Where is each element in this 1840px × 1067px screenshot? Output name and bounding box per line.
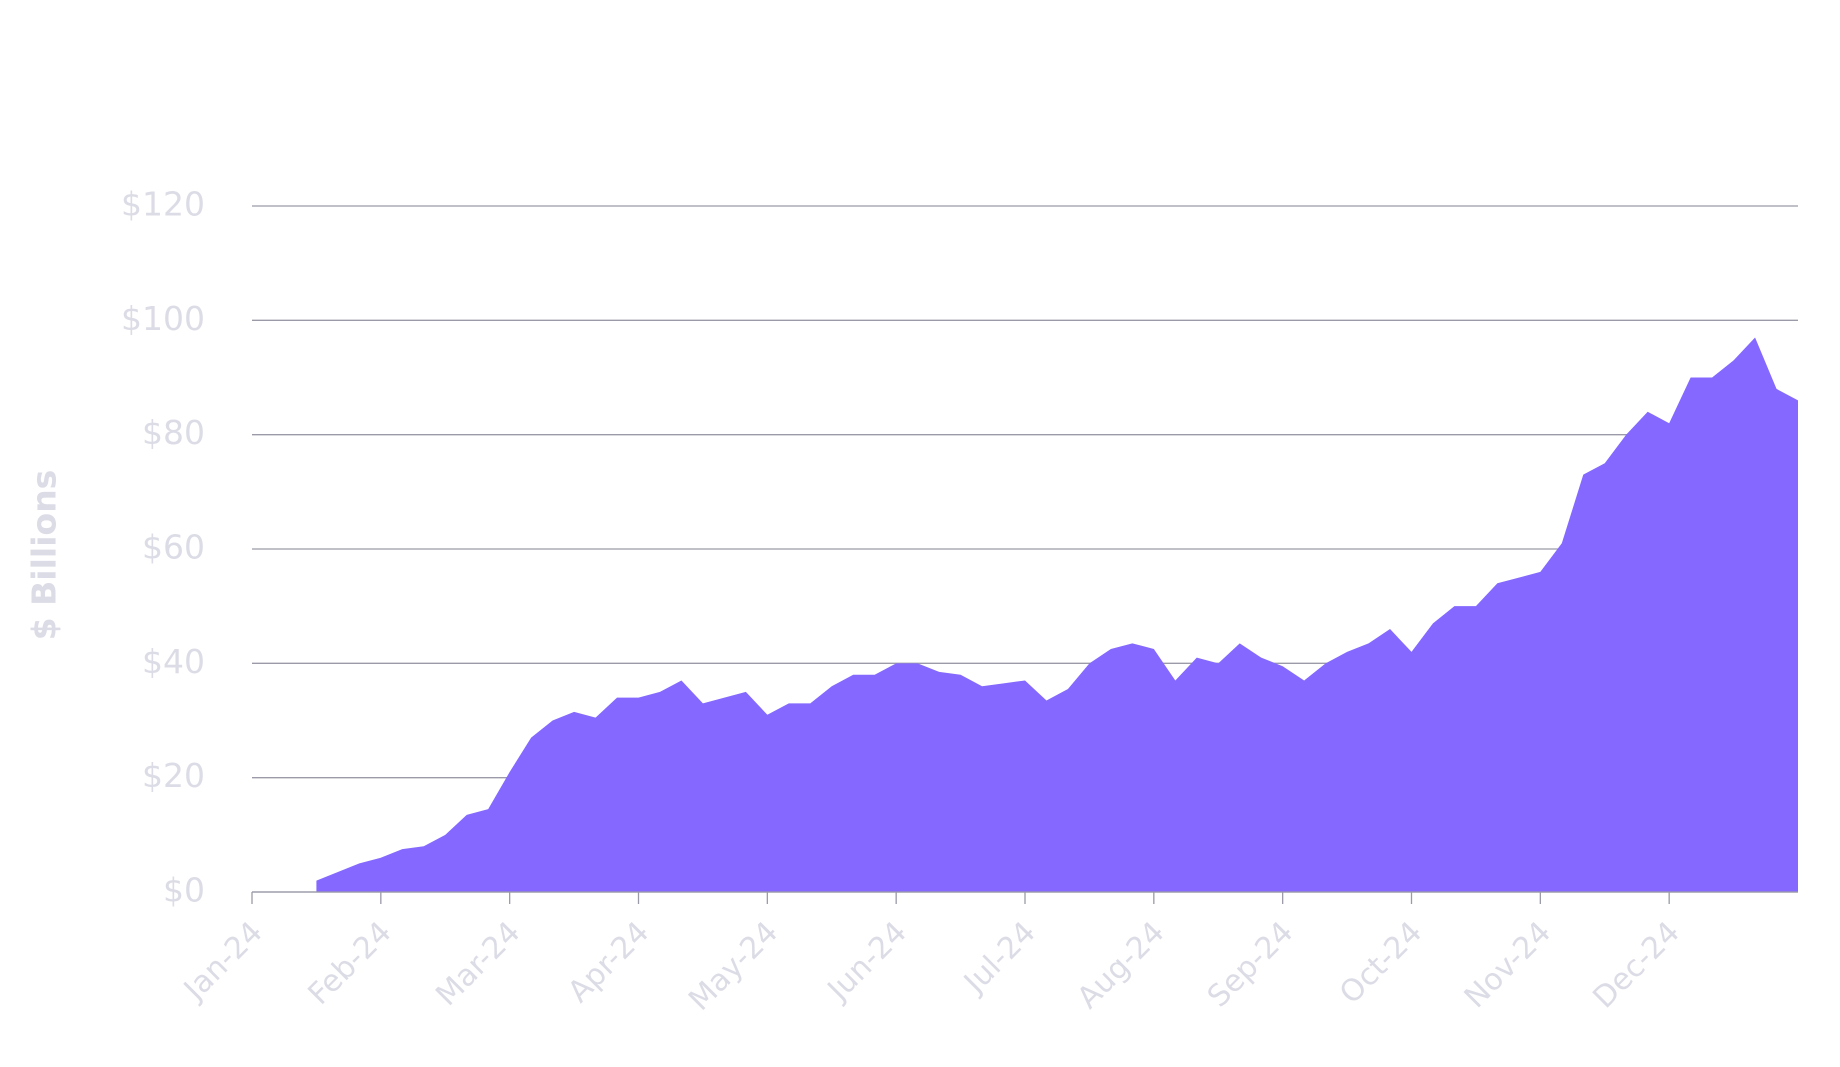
x-tick-label: Mar-24	[429, 915, 527, 1013]
x-tick-label: Sep-24	[1201, 915, 1300, 1014]
y-tick-label: $120	[121, 185, 205, 224]
x-tick-label: Jun-24	[820, 915, 914, 1009]
x-tick-label: Apr-24	[561, 915, 656, 1010]
area	[316, 337, 1799, 892]
x-tick-label: Nov-24	[1458, 915, 1558, 1015]
y-axis-label: $ Billions	[25, 470, 64, 641]
y-tick-label: $40	[142, 642, 205, 681]
x-tick-label: May-24	[682, 915, 785, 1018]
y-tick-label: $20	[142, 756, 205, 795]
y-tick-label: $100	[121, 299, 205, 338]
x-tick-label: Aug-24	[1071, 915, 1172, 1016]
x-tick-label: Oct-24	[1333, 915, 1429, 1011]
x-tick-label: Feb-24	[302, 915, 399, 1012]
y-tick-label: $60	[142, 528, 205, 567]
x-tick-label: Dec-24	[1586, 915, 1686, 1015]
y-tick-label: $0	[163, 871, 205, 910]
y-tick-label: $80	[142, 413, 205, 452]
x-tick-label: Jul-24	[956, 915, 1042, 1001]
x-tick-label: Jan-24	[176, 915, 270, 1009]
